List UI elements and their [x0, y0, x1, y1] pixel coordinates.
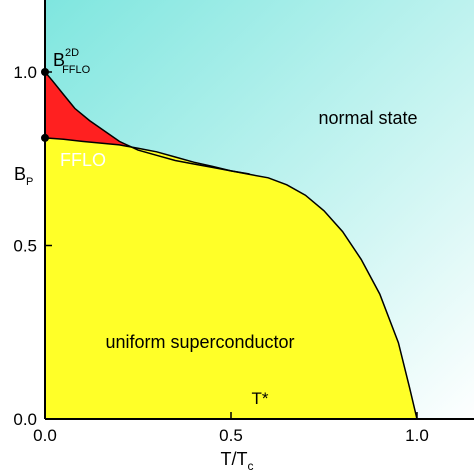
y-tick-label: 0.5: [13, 237, 37, 256]
normal-state-label: normal state: [318, 108, 417, 128]
uniform-boundary-line: [45, 137, 418, 419]
b-p-main: B: [14, 164, 26, 184]
uniform-superconductor-label: uniform superconductor: [105, 332, 294, 352]
x-tick-label: 0.0: [33, 426, 57, 445]
b-fflo-2d-label: B2D FFLO: [53, 47, 91, 76]
fflo-region: [45, 72, 250, 175]
t-star-label: T*: [252, 389, 269, 408]
b-fflo-sup: 2D: [65, 47, 79, 59]
x-tick-label: 0.5: [219, 426, 243, 445]
uniform-superconductor-region: [45, 137, 417, 419]
b-fflo-sub: FFLO: [62, 64, 91, 76]
b-fflo-main: B: [53, 50, 65, 70]
b-p-point: [41, 133, 49, 142]
b-p-sub: P: [26, 176, 33, 188]
b-fflo-2d-point: [41, 68, 49, 76]
fflo-label: FFLO: [60, 150, 106, 170]
x-tick-label: 1.0: [405, 426, 429, 445]
b-p-label: BP: [14, 164, 33, 188]
x-axis-label: T/Tc: [221, 449, 254, 473]
fflo-boundary-line: [45, 71, 250, 175]
y-tick-label: 0.0: [13, 410, 37, 429]
x-axis-label-sub: c: [248, 459, 254, 473]
y-tick-label: 1.0: [13, 63, 37, 82]
x-axis-label-main: T/T: [221, 449, 248, 469]
